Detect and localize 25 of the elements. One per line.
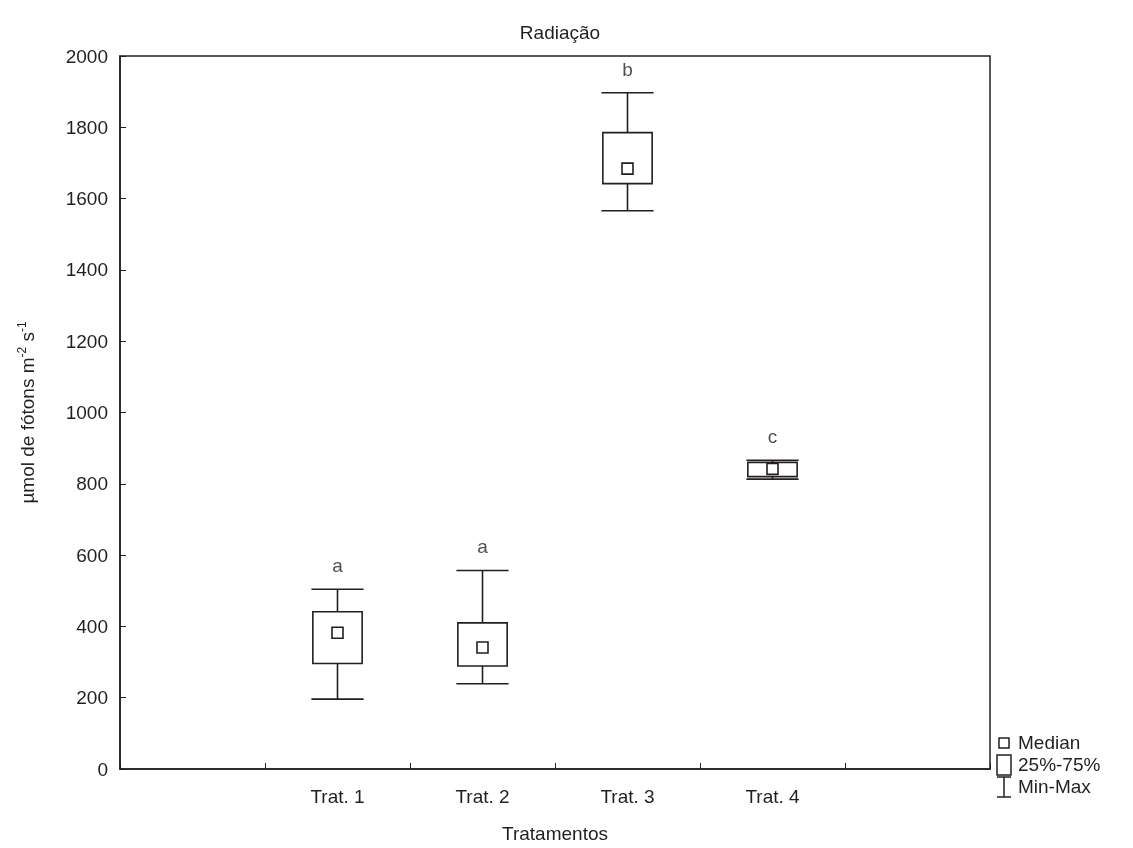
text: 25%-75%: [1018, 754, 1101, 776]
y-tick-label: 1000: [65, 402, 108, 423]
text: Min-Max: [1018, 776, 1091, 798]
y-tick-label: 1800: [65, 116, 108, 138]
annotation: a: [332, 555, 344, 577]
text: Median: [1018, 732, 1081, 754]
x-tick-label: Trat. 1: [310, 786, 365, 807]
y-tick-label: 800: [76, 473, 108, 495]
y-tick-label: 200: [76, 687, 108, 709]
chart-title: Radiação: [519, 22, 601, 43]
y-tick-label: 1600: [65, 188, 108, 210]
y-tick-label: 400: [76, 615, 108, 637]
y-tick-label: 1200: [65, 330, 108, 352]
x-axis-title: Tratamentos: [502, 823, 608, 844]
y-tick-label: 1400: [65, 259, 108, 281]
annotation: b: [622, 58, 633, 80]
y-tick-label: 600: [76, 544, 108, 566]
y-axis-title: µmol de fótons m-2 s-1: [15, 321, 38, 504]
annotation: a: [477, 536, 489, 558]
x-tick-label: Trat. 2: [455, 786, 510, 807]
annotation: c: [767, 426, 778, 448]
y-tick-label: 0: [97, 758, 108, 780]
x-tick-label: Trat. 3: [600, 786, 655, 807]
x-tick-label: Trat. 4: [745, 786, 801, 807]
y-tick-label: 2000: [65, 45, 108, 67]
